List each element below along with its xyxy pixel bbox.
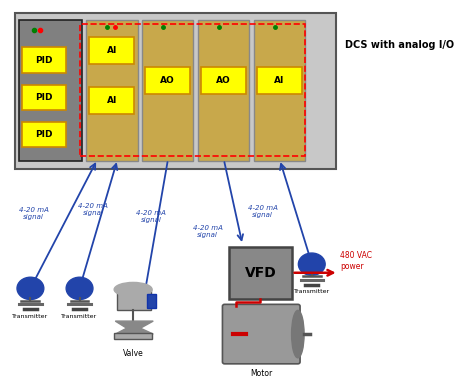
Text: Motor: Motor <box>250 369 273 378</box>
FancyBboxPatch shape <box>222 304 300 364</box>
Bar <box>198 20 249 161</box>
Text: 4-20 mA
signal: 4-20 mA signal <box>78 203 108 216</box>
Bar <box>15 13 337 169</box>
Bar <box>146 294 156 308</box>
FancyBboxPatch shape <box>22 122 66 147</box>
Text: Transmitter: Transmitter <box>62 314 98 319</box>
Text: AO: AO <box>160 76 175 85</box>
Text: PID: PID <box>36 130 53 139</box>
FancyBboxPatch shape <box>22 48 66 73</box>
Bar <box>117 290 151 310</box>
Text: AI: AI <box>107 46 117 55</box>
Ellipse shape <box>292 310 304 358</box>
Circle shape <box>66 277 93 299</box>
FancyBboxPatch shape <box>257 67 302 93</box>
Text: AO: AO <box>216 76 231 85</box>
FancyBboxPatch shape <box>22 85 66 110</box>
Text: VFD: VFD <box>245 266 276 280</box>
Text: 480 VAC
power: 480 VAC power <box>340 252 372 271</box>
Text: Transmitter: Transmitter <box>12 314 48 319</box>
Polygon shape <box>115 325 153 334</box>
Bar <box>114 333 152 339</box>
Bar <box>19 20 82 161</box>
Text: 4-20 mA
signal: 4-20 mA signal <box>18 207 48 220</box>
Circle shape <box>17 277 44 299</box>
FancyBboxPatch shape <box>145 67 190 93</box>
Bar <box>142 20 193 161</box>
Text: AI: AI <box>274 76 284 85</box>
FancyBboxPatch shape <box>201 67 246 93</box>
Text: 4-20 mA
signal: 4-20 mA signal <box>248 205 278 218</box>
Text: PID: PID <box>36 93 53 102</box>
Ellipse shape <box>114 282 152 296</box>
Text: DCS with analog I/O: DCS with analog I/O <box>345 40 455 51</box>
Text: AI: AI <box>107 96 117 105</box>
Polygon shape <box>115 321 153 332</box>
Text: 4-20 mA
signal: 4-20 mA signal <box>193 225 223 238</box>
Bar <box>86 20 137 161</box>
Text: 4-20 mA
signal: 4-20 mA signal <box>136 211 166 223</box>
Text: Valve: Valve <box>123 349 144 358</box>
Circle shape <box>298 253 325 276</box>
Text: PID: PID <box>36 55 53 65</box>
Text: Transmitter: Transmitter <box>294 290 330 294</box>
FancyBboxPatch shape <box>90 87 135 114</box>
Bar <box>229 247 292 299</box>
Bar <box>80 24 305 156</box>
FancyBboxPatch shape <box>90 37 135 64</box>
Bar <box>254 20 305 161</box>
